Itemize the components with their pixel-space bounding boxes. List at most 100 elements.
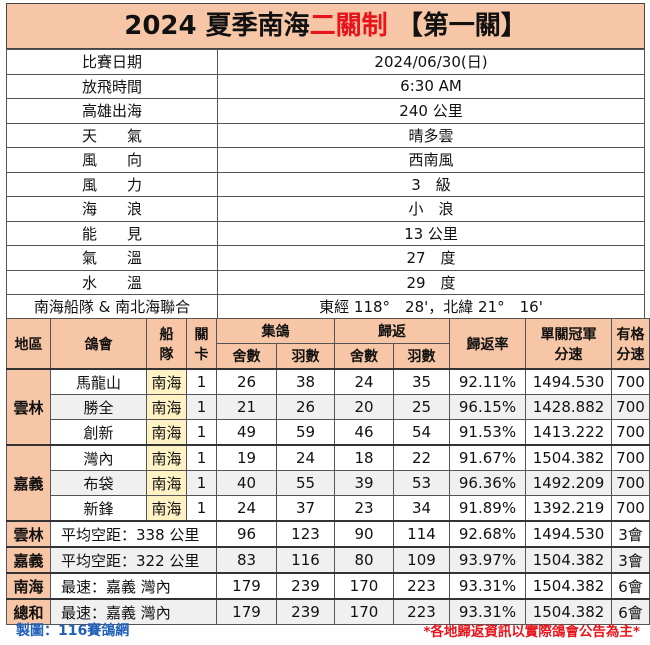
info-label: 風 力 xyxy=(6,171,218,197)
collected-members: 19 xyxy=(216,444,277,471)
champion-speed: 1494.530 xyxy=(525,520,612,548)
info-label: 能 見 xyxy=(6,220,218,246)
header-row-2: 舍數 羽數 舍數 羽數 xyxy=(7,343,650,370)
header-stage: 關卡 xyxy=(186,318,217,370)
info-label: 放飛時間 xyxy=(6,73,218,99)
returned-members: 20 xyxy=(334,394,394,420)
club-name: 新鋒 xyxy=(50,495,147,522)
returned-birds: 109 xyxy=(393,546,450,574)
return-rate: 96.36% xyxy=(449,470,526,496)
champion-speed: 1494.530 xyxy=(525,368,612,395)
info-label: 南海船隊 & 南北海聯合 xyxy=(6,294,218,320)
summary-row: 嘉義 平均空距：322 公里 83 116 80 109 93.97% 1504.382 3會 xyxy=(6,546,650,574)
info-value: 6:30 AM xyxy=(217,73,645,99)
info-label: 風 向 xyxy=(6,147,218,173)
collected-members: 21 xyxy=(216,394,277,420)
collected-members: 26 xyxy=(216,368,277,395)
region-name: 嘉義 xyxy=(6,444,51,522)
returned-birds: 34 xyxy=(393,495,450,522)
champion-speed: 1504.382 xyxy=(525,572,612,600)
info-value: 小 浪 xyxy=(217,196,645,222)
header-qual: 有格 分速 xyxy=(611,318,650,370)
collected-members: 179 xyxy=(216,572,277,600)
return-rate: 93.31% xyxy=(449,598,526,625)
qualifying-speed: 700 xyxy=(611,419,650,446)
fleet-name: 南海 xyxy=(146,470,187,496)
table-row: 創新 南海 1 49 59 46 54 91.53% 1413.222 700 xyxy=(7,419,650,446)
return-rate: 93.31% xyxy=(449,572,526,600)
header-c-birds: 羽數 xyxy=(276,343,335,370)
return-rate: 91.89% xyxy=(449,495,526,522)
info-row: 高雄出海 240 公里 xyxy=(6,98,645,124)
info-row: 風 向西南風 xyxy=(6,147,645,173)
return-rate: 91.67% xyxy=(449,444,526,471)
club-count: 3會 xyxy=(611,546,650,574)
champion-speed: 1504.382 xyxy=(525,598,612,625)
race-info-table: 比賽日期 2024/06/30(日) 放飛時間 6:30 AM 高雄出海 240 公里天 … xyxy=(6,49,645,320)
info-row: 放飛時間 6:30 AM xyxy=(6,73,645,99)
info-label: 天 氣 xyxy=(6,122,218,148)
collected-birds: 59 xyxy=(276,419,335,446)
returned-birds: 114 xyxy=(393,520,450,548)
collected-birds: 38 xyxy=(276,368,335,395)
champion-speed: 1392.219 xyxy=(525,495,612,522)
header-r-members: 舍數 xyxy=(334,343,394,370)
collected-members: 49 xyxy=(216,419,277,446)
returned-birds: 54 xyxy=(393,419,450,446)
collected-birds: 26 xyxy=(276,394,335,420)
summary-row: 南海 最速：嘉義 灣內 179 239 170 223 93.31% 1504.382 6會 xyxy=(6,572,650,600)
stage-number: 1 xyxy=(186,470,217,496)
club-name: 創新 xyxy=(50,419,147,446)
info-row: 海 浪小 浪 xyxy=(6,196,645,222)
summary-note: 平均空距：322 公里 xyxy=(50,546,217,574)
info-label: 水 溫 xyxy=(6,269,218,295)
title-text: 2024 夏季南海 xyxy=(124,11,310,41)
club-count: 3會 xyxy=(611,520,650,548)
stage-number: 1 xyxy=(186,419,217,446)
qualifying-speed: 700 xyxy=(611,495,650,522)
fleet-name: 南海 xyxy=(146,419,187,446)
qualifying-speed: 700 xyxy=(611,368,650,395)
champion-speed: 1504.382 xyxy=(525,444,612,471)
collected-birds: 24 xyxy=(276,444,335,471)
region-name: 雲林 xyxy=(6,368,51,446)
disclaimer-text: *各地歸返資訊以實際鴿會公告為主* xyxy=(423,624,640,640)
header-region: 地區 xyxy=(6,318,51,370)
header-c-members: 舍數 xyxy=(216,343,277,370)
table-row: 嘉義 灣內 南海 1 19 24 18 22 91.67% 1504.382 700 xyxy=(6,444,650,522)
title-stage: 【第一關】 xyxy=(387,11,527,41)
stage-number: 1 xyxy=(186,394,217,420)
info-value: 東經 118° 28'，北緯 21° 16' xyxy=(217,294,645,320)
returned-members: 80 xyxy=(334,546,394,574)
return-rate: 93.97% xyxy=(449,546,526,574)
stage-number: 1 xyxy=(186,495,217,522)
header-rate: 歸返率 xyxy=(449,318,526,370)
returned-birds: 22 xyxy=(393,444,450,471)
return-rate: 92.11% xyxy=(449,368,526,395)
results-table: 地區 鴿會 船隊 關卡 集鴿 歸返 歸返率 單關冠軍 分速 有格 分速 舍數 羽數 … xyxy=(6,318,650,625)
info-value: 2024/06/30(日) xyxy=(217,49,645,75)
returned-members: 24 xyxy=(334,368,394,395)
collected-members: 83 xyxy=(216,546,277,574)
info-row: 比賽日期 2024/06/30(日) xyxy=(6,49,645,75)
header-collected: 集鴿 xyxy=(216,318,335,344)
info-label: 氣 溫 xyxy=(6,245,218,271)
fleet-name: 南海 xyxy=(146,394,187,420)
table-row: 新鋒 南海 1 24 37 23 34 91.89% 1392.219 700 xyxy=(7,495,650,522)
collected-birds: 116 xyxy=(276,546,335,574)
credit-text: 製圖：116賽鴿網 xyxy=(16,623,130,639)
qualifying-speed: 700 xyxy=(611,470,650,496)
returned-members: 90 xyxy=(334,520,394,548)
fleet-name: 南海 xyxy=(146,444,187,471)
table-row: 布袋 南海 1 40 55 39 53 96.36% 1492.209 700 xyxy=(7,470,650,496)
info-value: 13 公里 xyxy=(217,220,645,246)
collected-birds: 123 xyxy=(276,520,335,548)
info-label: 海 浪 xyxy=(6,196,218,222)
info-value: 27 度 xyxy=(217,245,645,271)
collected-birds: 239 xyxy=(276,572,335,600)
collected-members: 96 xyxy=(216,520,277,548)
header-returned: 歸返 xyxy=(334,318,450,344)
info-label: 高雄出海 xyxy=(6,98,218,124)
info-row: 氣 溫 27 度 xyxy=(6,245,645,271)
